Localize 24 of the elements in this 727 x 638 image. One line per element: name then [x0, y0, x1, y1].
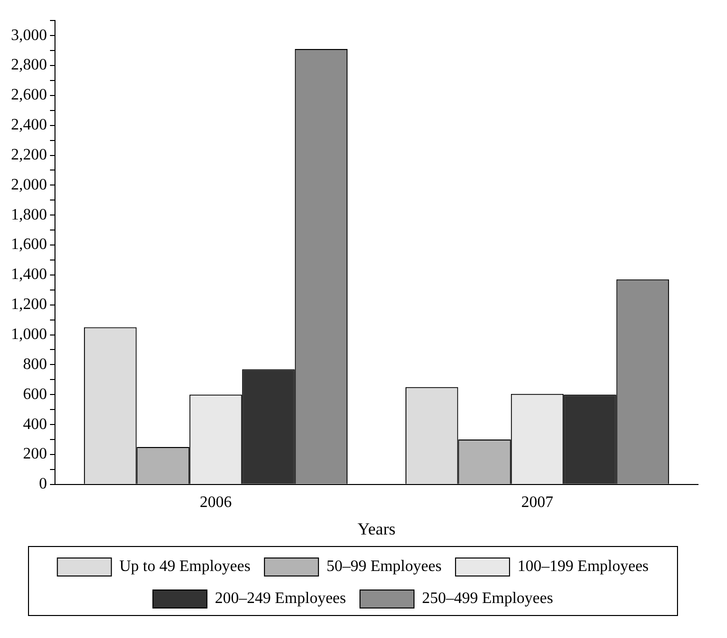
y-tick-label: 2,400 [11, 116, 47, 134]
y-tick-label: 1,800 [11, 206, 47, 224]
y-tick-label: 1,400 [11, 266, 47, 284]
x-axis-title: Years [358, 519, 396, 538]
y-tick-label: 0 [39, 476, 47, 493]
y-tick-label: 800 [23, 356, 47, 373]
y-tick-label: 2,600 [11, 86, 47, 104]
x-tick-label: 2007 [521, 494, 554, 512]
y-tick-label: 200 [23, 446, 47, 463]
y-tick-label: 1,600 [11, 236, 47, 254]
y-tick-label: 2,200 [11, 146, 47, 164]
y-tick-label: 2,800 [11, 56, 47, 74]
legend-label: 100–199 Employees [518, 558, 649, 576]
legend-label: 200–249 Employees [214, 590, 346, 608]
legend-label: 50–99 Employees [326, 558, 442, 576]
y-tick-label: 1,200 [11, 296, 47, 314]
x-tick-label: 2006 [200, 494, 232, 512]
legend-label: 250–499 Employees [422, 590, 554, 608]
y-tick-label: 2,000 [11, 176, 47, 194]
legend-label: Up to 49 Employees [119, 558, 250, 576]
y-tick-label: 1,000 [11, 326, 47, 343]
y-tick-label: 400 [23, 416, 47, 433]
y-tick-label: 600 [23, 386, 47, 403]
y-tick-label: 3,000 [11, 26, 47, 44]
